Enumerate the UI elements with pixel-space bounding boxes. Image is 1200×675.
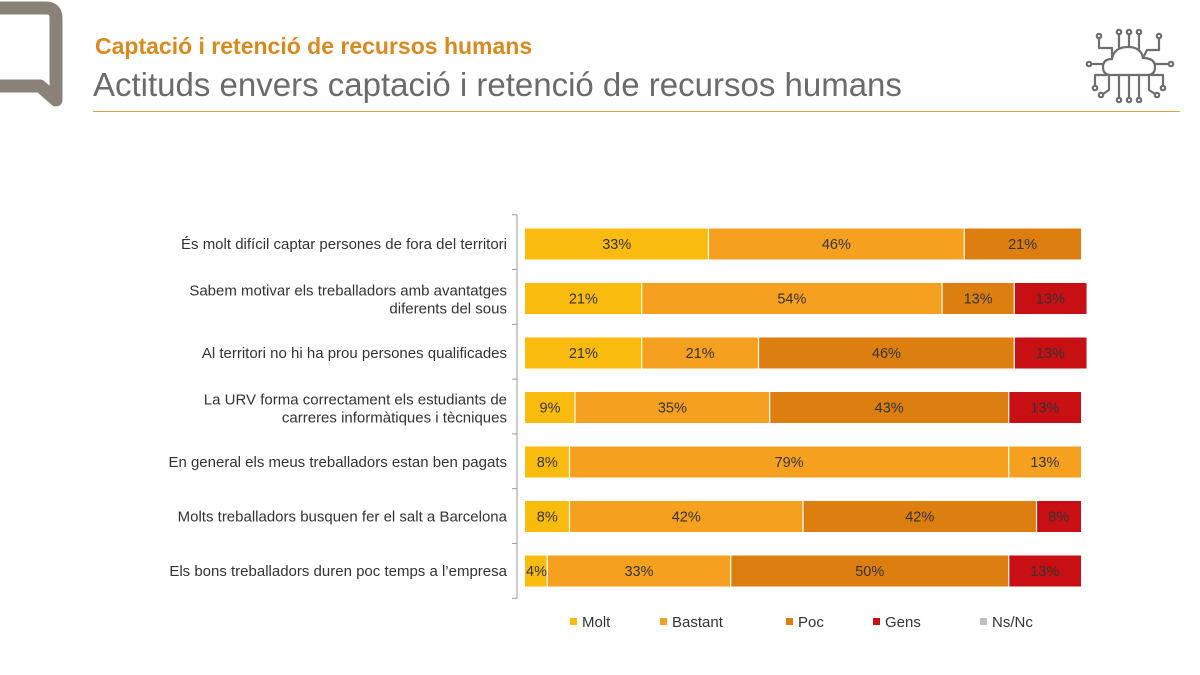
legend-label: Bastant bbox=[672, 614, 724, 631]
legend-swatch bbox=[980, 618, 987, 625]
category-label: En general els meus treballadors estan b… bbox=[168, 454, 507, 471]
bar-segment-gens bbox=[1008, 555, 1081, 587]
data-label: 8% bbox=[1048, 510, 1069, 526]
bar-segment-molt bbox=[525, 555, 548, 587]
bar-segment-poc bbox=[758, 337, 1015, 369]
category-label: Sabem motivar els treballadors amb avant… bbox=[189, 283, 507, 318]
bar-segment-molt bbox=[525, 337, 642, 369]
data-label: 13% bbox=[1036, 346, 1065, 362]
bar-segment-gens bbox=[1014, 283, 1087, 314]
bar-segment-gens bbox=[1008, 392, 1081, 423]
data-label: 8% bbox=[537, 455, 558, 471]
data-label: 42% bbox=[905, 510, 934, 526]
legend-label: Poc bbox=[798, 614, 824, 631]
section-subtitle: Captació i retenció de recursos humans bbox=[95, 33, 533, 59]
category-label: Al territori no hi ha prou persones qual… bbox=[202, 345, 507, 362]
legend-swatch bbox=[660, 618, 667, 625]
bar-segment-molt bbox=[525, 283, 642, 314]
data-label: 54% bbox=[777, 292, 806, 308]
category-label: És molt difícil captar persones de fora … bbox=[181, 236, 507, 253]
bar-segment-extra bbox=[1008, 446, 1081, 478]
brand-q-logo-icon bbox=[0, 1, 63, 107]
page-title: Actituds envers captació i retenció de r… bbox=[93, 66, 902, 103]
data-label: 43% bbox=[875, 401, 904, 417]
bar-segment-gens bbox=[1014, 337, 1087, 369]
legend-swatch bbox=[873, 618, 880, 625]
bar-segment-molt bbox=[525, 228, 709, 260]
bar-segment-poc bbox=[730, 555, 1009, 587]
data-label: 35% bbox=[658, 401, 687, 417]
data-label: 33% bbox=[602, 237, 631, 253]
data-label: 50% bbox=[855, 564, 884, 580]
legend-swatch bbox=[570, 618, 577, 625]
data-label: 21% bbox=[569, 346, 598, 362]
data-label: 13% bbox=[1030, 455, 1059, 471]
title-divider bbox=[93, 111, 1180, 112]
bar-segment-poc bbox=[769, 392, 1009, 423]
bar-segment-bastant bbox=[569, 501, 803, 532]
legend-label: Gens bbox=[885, 614, 921, 631]
data-label: 79% bbox=[775, 455, 804, 471]
bar-segment-poc bbox=[964, 228, 1081, 260]
data-label: 4% bbox=[526, 564, 547, 580]
bar-segment-bastant bbox=[641, 283, 942, 314]
bar-segment-bastant bbox=[708, 228, 965, 260]
data-label: 13% bbox=[1030, 401, 1059, 417]
data-label: 42% bbox=[672, 510, 701, 526]
bar-segment-poc bbox=[803, 501, 1037, 532]
bar-segment-molt bbox=[525, 446, 570, 478]
data-label: 46% bbox=[822, 237, 851, 253]
data-label: 13% bbox=[1030, 564, 1059, 580]
bar-segment-gens bbox=[1036, 501, 1081, 532]
bar-segment-bastant bbox=[569, 446, 1009, 478]
data-label: 46% bbox=[872, 346, 901, 362]
legend-swatch bbox=[786, 618, 793, 625]
bar-segment-bastant bbox=[641, 337, 759, 369]
data-label: 13% bbox=[964, 292, 993, 308]
data-label: 33% bbox=[624, 564, 653, 580]
data-label: 13% bbox=[1036, 292, 1065, 308]
cloud-circuit-icon bbox=[1085, 28, 1175, 104]
category-label: La URV forma correctament els estudiants… bbox=[204, 392, 507, 427]
data-label: 21% bbox=[1008, 237, 1037, 253]
data-label: 21% bbox=[686, 346, 715, 362]
bar-segment-poc bbox=[942, 283, 1015, 314]
bar-segment-bastant bbox=[547, 555, 731, 587]
category-label: Molts treballadors busquen fer el salt a… bbox=[178, 509, 508, 526]
data-label: 21% bbox=[569, 292, 598, 308]
legend-label: Molt bbox=[582, 614, 611, 631]
data-label: 9% bbox=[540, 401, 561, 417]
bar-segment-molt bbox=[525, 501, 570, 532]
bar-segment-molt bbox=[525, 392, 576, 423]
legend-label: Ns/Nc bbox=[992, 614, 1033, 631]
category-label: Els bons treballadors duren poc temps a … bbox=[169, 563, 507, 580]
data-label: 8% bbox=[537, 510, 558, 526]
bar-segment-bastant bbox=[575, 392, 770, 423]
